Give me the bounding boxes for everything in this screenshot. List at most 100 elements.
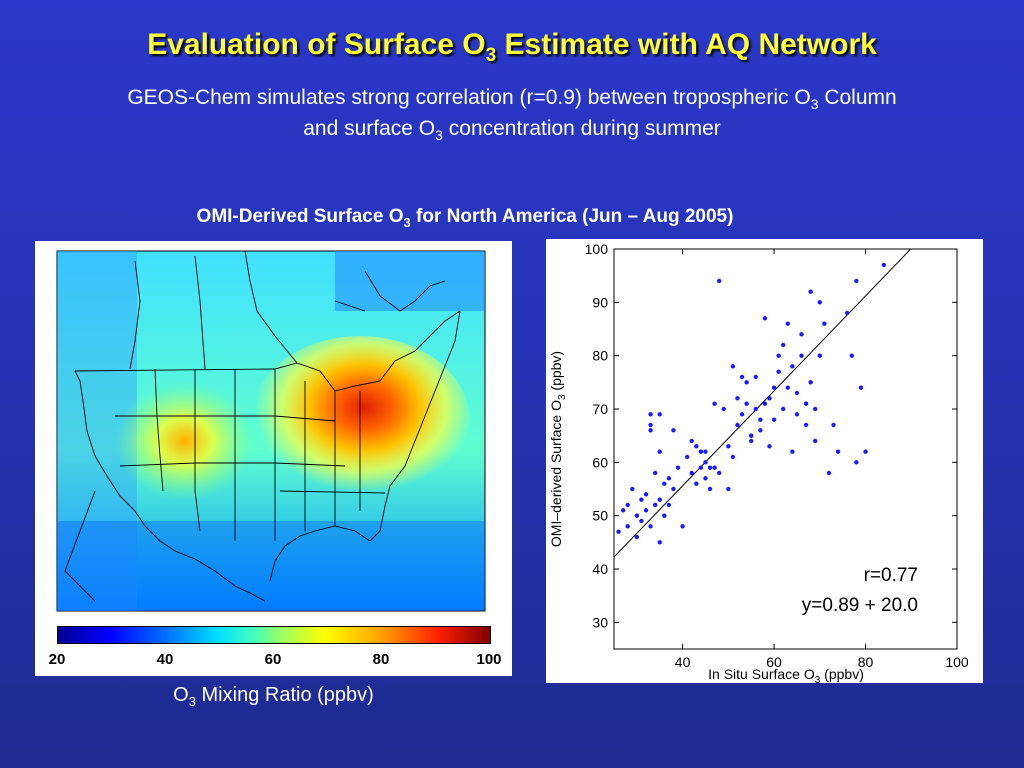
- scatter-point: [689, 438, 694, 444]
- scatter-point: [762, 401, 768, 406]
- fit-line-group: [613, 248, 912, 558]
- scatter-point: [652, 470, 658, 476]
- scatter-point: [808, 289, 813, 294]
- scatter-point: [703, 449, 708, 454]
- scatter-point: [675, 465, 681, 470]
- scatter-point: [799, 332, 804, 337]
- scatter-point: [826, 470, 832, 476]
- scatter-point: [698, 449, 704, 454]
- colorbar-label: O3 Mixing Ratio (ppbv): [173, 684, 374, 709]
- scatter-point: [657, 449, 662, 454]
- scatter-point: [716, 470, 722, 476]
- scatter-point: [620, 508, 626, 513]
- scatter-point: [863, 449, 868, 454]
- map-heading: OMI-Derived Surface O3 for North America…: [196, 206, 734, 230]
- scatter-point: [758, 428, 763, 433]
- scatter-point: [817, 300, 822, 305]
- scatter-point: [785, 321, 790, 326]
- scatter-point: [781, 406, 786, 412]
- scatter-point: [771, 385, 777, 390]
- scatter-point: [739, 374, 745, 380]
- scatter-point: [684, 454, 690, 460]
- scatter-point: [831, 422, 836, 428]
- scatter-point: [790, 449, 795, 454]
- scatter-point: [785, 385, 790, 390]
- scatter-point: [712, 465, 717, 470]
- scatter-point: [726, 486, 731, 492]
- scatter-point: [643, 508, 649, 513]
- data-points: [616, 262, 887, 545]
- scatter-point: [739, 412, 745, 417]
- scatter-point: [776, 353, 781, 358]
- scatter-point: [781, 342, 786, 348]
- scatter-point: [822, 321, 827, 326]
- scatter-point: [817, 353, 822, 358]
- scatter-point: [703, 460, 708, 465]
- scatter-point: [639, 497, 644, 502]
- scatter-point: [735, 396, 740, 401]
- scatter-point: [625, 502, 630, 508]
- y-tick-label: 80: [592, 348, 608, 364]
- y-axis-label: OMI–derived Surface O3 (ppbv): [548, 351, 568, 547]
- scatter-point: [849, 353, 855, 358]
- scatter-panel: 30 40 50 60 70 80 90 100 40 60 80 100 r=0.77 y=0.8…: [546, 239, 983, 683]
- scatter-point: [671, 428, 676, 433]
- scatter-point: [707, 465, 713, 470]
- scatter-point: [662, 481, 667, 486]
- scatter-point: [858, 385, 864, 390]
- scatter-point: [652, 502, 658, 508]
- scatter-point: [630, 486, 635, 492]
- scatter-point: [813, 438, 818, 444]
- scatter-point: [771, 417, 777, 422]
- scatter-point: [666, 476, 672, 481]
- scatter-point: [803, 401, 809, 406]
- scatter-point: [625, 524, 630, 529]
- x-axis: 40 60 80 100: [675, 249, 969, 670]
- scatter-point: [730, 454, 736, 460]
- fit-line: [613, 248, 912, 558]
- scatter-point: [634, 534, 640, 540]
- scatter-point: [753, 374, 758, 380]
- y-tick-label: 70: [592, 401, 608, 417]
- ozone-map: [56, 250, 486, 612]
- scatter-point: [643, 492, 649, 497]
- scatter-point: [657, 540, 662, 545]
- scatter-point: [854, 460, 859, 465]
- y-tick-label: 60: [592, 454, 608, 470]
- scatter-point: [662, 513, 667, 518]
- scatter-point: [616, 529, 621, 534]
- x-tick-label: 40: [675, 654, 691, 670]
- scatter-point: [753, 406, 758, 412]
- scatter-point: [881, 262, 887, 268]
- scatter-point: [767, 444, 772, 449]
- scatter-point: [813, 406, 818, 412]
- scatter-point: [758, 417, 763, 422]
- scatter-point: [716, 278, 722, 284]
- scatter-plot: 30 40 50 60 70 80 90 100 40 60 80 100 r=0.77 y=0.8…: [548, 241, 969, 683]
- y-tick-label: 50: [592, 508, 608, 524]
- scatter-point: [648, 422, 653, 428]
- x-tick-label: 80: [858, 654, 874, 670]
- y-tick-label: 90: [592, 294, 608, 310]
- annotation-fit: y=0.89 + 20.0: [802, 595, 918, 616]
- scatter-point: [749, 433, 754, 438]
- y-axis: 30 40 50 60 70 80 90 100: [585, 241, 957, 630]
- slide-title: Evaluation of Surface O3 Estimate with A…: [147, 28, 877, 66]
- scatter-point: [648, 428, 653, 433]
- scatter-point: [744, 401, 749, 406]
- y-tick-label: 40: [592, 561, 608, 577]
- scatter-point: [666, 502, 672, 508]
- scatter-point: [648, 524, 653, 529]
- scatter-point: [634, 513, 640, 518]
- scatter-point: [794, 390, 800, 396]
- scatter-point: [799, 353, 804, 358]
- scatter-point: [749, 438, 754, 444]
- y-tick-label: 30: [592, 614, 608, 630]
- scatter-point: [762, 316, 768, 321]
- scatter-point: [689, 470, 694, 476]
- scatter-point: [776, 369, 781, 374]
- scatter-point: [707, 486, 713, 492]
- scatter-point: [730, 364, 736, 369]
- scatter-point: [657, 497, 662, 502]
- subtitle-line-1: GEOS-Chem simulates strong correlation (…: [127, 86, 897, 113]
